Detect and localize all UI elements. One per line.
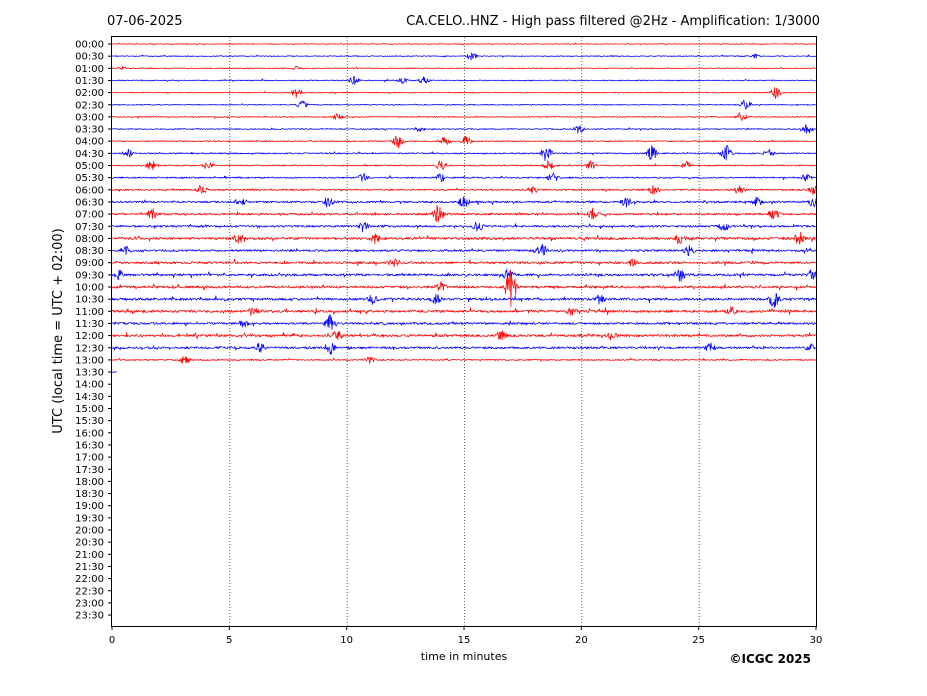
trace-05:30 xyxy=(111,172,817,183)
trace-00:00 xyxy=(111,42,817,46)
y-tick-label: 14:00 xyxy=(75,380,104,391)
chart-date: 07-06-2025 xyxy=(107,14,183,29)
y-tick-label: 21:30 xyxy=(75,562,104,573)
x-tick-label: 15 xyxy=(458,635,471,646)
plot-frame xyxy=(111,36,817,627)
y-axis-title: UTC (local time = UTC + 02:00) xyxy=(51,228,66,433)
y-tick-label: 05:30 xyxy=(75,173,104,184)
y-tick-label: 08:30 xyxy=(75,246,104,257)
y-tick-label: 03:30 xyxy=(75,125,104,136)
trace-01:30 xyxy=(111,75,817,85)
vertical-grid xyxy=(229,37,700,626)
plot-area xyxy=(111,36,817,627)
y-tick-label: 13:30 xyxy=(75,368,104,379)
trace-05:00 xyxy=(111,160,817,171)
y-tick-label: 22:30 xyxy=(75,586,104,597)
y-tick-label: 11:00 xyxy=(75,307,104,318)
x-tick-label: 10 xyxy=(340,635,353,646)
x-tick-label: 0 xyxy=(109,635,115,646)
trace-09:30 xyxy=(111,268,817,282)
y-tick-label: 04:30 xyxy=(75,149,104,160)
trace-04:30 xyxy=(111,145,817,162)
trace-03:30 xyxy=(111,124,817,134)
y-tick-label: 16:00 xyxy=(75,428,104,439)
y-tick-label: 23:00 xyxy=(75,598,104,609)
y-tick-label: 02:30 xyxy=(75,100,104,111)
x-axis: 0 5 10 15 20 25 30 xyxy=(109,626,823,646)
y-tick-label: 23:30 xyxy=(75,611,104,622)
trace-10:00 xyxy=(111,270,817,308)
y-tick-label: 11:30 xyxy=(75,319,104,330)
y-tick-label: 10:30 xyxy=(75,295,104,306)
y-tick-label: 02:00 xyxy=(75,88,104,99)
y-tick-label: 17:00 xyxy=(75,453,104,464)
trace-04:00 xyxy=(111,135,817,149)
chart-title: CA.CELO..HNZ - High pass filtered @2Hz -… xyxy=(406,14,820,29)
trace-09:00 xyxy=(111,258,817,267)
y-tick-label: 06:00 xyxy=(75,185,104,196)
trace-03:00 xyxy=(111,112,817,121)
y-tick-label: 08:00 xyxy=(75,234,104,245)
x-tick-label: 25 xyxy=(692,635,705,646)
y-tick-label: 07:00 xyxy=(75,210,104,221)
x-tick-label: 30 xyxy=(810,635,823,646)
y-tick-label: 00:30 xyxy=(75,52,104,63)
trace-12:00 xyxy=(111,330,817,341)
trace-00:30 xyxy=(111,52,817,61)
trace-02:30 xyxy=(111,99,817,110)
y-tick-label: 12:00 xyxy=(75,331,104,342)
x-axis-title: time in minutes xyxy=(421,650,508,663)
y-tick-label: 09:00 xyxy=(75,258,104,269)
trace-13:30 xyxy=(111,371,117,373)
y-tick-label: 20:30 xyxy=(75,538,104,549)
y-tick-label: 16:30 xyxy=(75,440,104,451)
y-tick-label: 15:30 xyxy=(75,416,104,427)
x-tick-label: 5 xyxy=(226,635,232,646)
trace-12:30 xyxy=(111,342,817,355)
y-tick-label: 21:00 xyxy=(75,550,104,561)
y-tick-label: 01:30 xyxy=(75,76,104,87)
y-tick-label: 13:00 xyxy=(75,355,104,366)
y-tick-label: 01:00 xyxy=(75,64,104,75)
y-tick-label: 03:00 xyxy=(75,112,104,123)
x-tick-label: 20 xyxy=(575,635,588,646)
y-tick-label: 18:00 xyxy=(75,477,104,488)
trace-07:30 xyxy=(111,221,817,233)
trace-11:30 xyxy=(111,314,817,330)
y-tick-label: 19:30 xyxy=(75,513,104,524)
y-tick-label: 00:00 xyxy=(75,40,104,51)
trace-06:30 xyxy=(111,196,817,208)
y-tick-label: 09:30 xyxy=(75,270,104,281)
y-tick-label: 04:00 xyxy=(75,137,104,148)
y-tick-label: 12:30 xyxy=(75,343,104,354)
trace-10:30 xyxy=(111,293,817,309)
y-tick-label: 20:00 xyxy=(75,526,104,537)
y-tick-label: 06:30 xyxy=(75,197,104,208)
trace-02:00 xyxy=(111,87,817,100)
y-tick-label: 15:00 xyxy=(75,404,104,415)
y-tick-label: 19:00 xyxy=(75,501,104,512)
trace-08:30 xyxy=(111,243,817,256)
y-tick-label: 18:30 xyxy=(75,489,104,500)
trace-08:00 xyxy=(111,231,817,245)
trace-13:00 xyxy=(111,356,817,364)
credit-label: ©ICGC 2025 xyxy=(729,652,811,666)
y-tick-label: 17:30 xyxy=(75,465,104,476)
y-tick-label: 05:00 xyxy=(75,161,104,172)
trace-11:00 xyxy=(111,306,817,316)
trace-01:00 xyxy=(111,65,817,70)
trace-06:00 xyxy=(111,184,817,196)
seismic-traces xyxy=(111,42,817,373)
y-tick-label: 14:30 xyxy=(75,392,104,403)
y-tick-label: 10:00 xyxy=(75,283,104,294)
y-tick-label: 07:30 xyxy=(75,222,104,233)
y-tick-label: 22:00 xyxy=(75,574,104,585)
trace-07:00 xyxy=(111,205,817,223)
